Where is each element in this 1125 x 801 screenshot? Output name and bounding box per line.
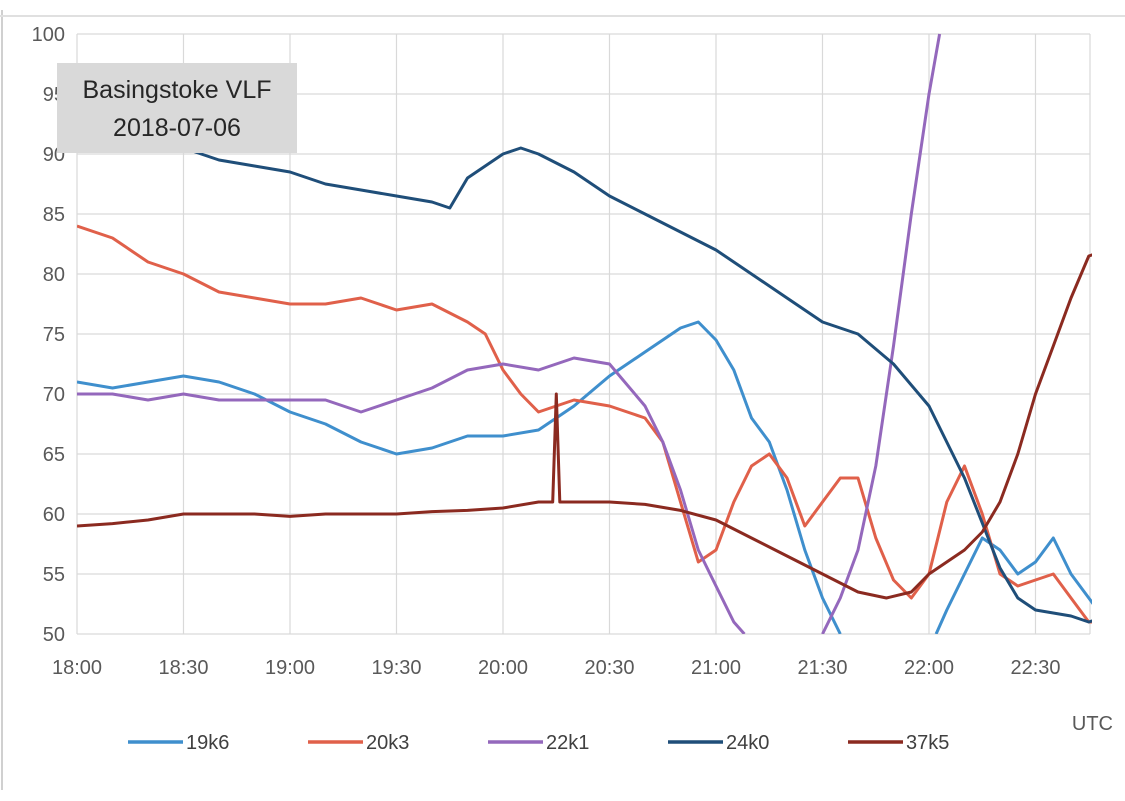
legend-label: 24k0 bbox=[726, 732, 769, 754]
y-tick-label: 65 bbox=[43, 444, 65, 466]
chart-title-line-1: Basingstoke VLF bbox=[83, 76, 272, 104]
legend-item-37k5: 37k5 bbox=[848, 732, 949, 754]
series-line-22k1-part-2 bbox=[821, 33, 942, 634]
x-tick-label: 20:00 bbox=[478, 657, 528, 679]
x-tick-label: 19:30 bbox=[371, 657, 421, 679]
x-tick-label: 18:30 bbox=[158, 657, 208, 679]
x-axis-ticks: 18:00 18:30 19:00 19:30 20:00 20:30 21:00 21:30… bbox=[52, 657, 1061, 679]
x-tick-label: 20:30 bbox=[584, 657, 634, 679]
series-line-37k5 bbox=[77, 253, 1092, 600]
y-tick-label: 75 bbox=[43, 324, 65, 346]
y-tick-label: 80 bbox=[43, 264, 65, 286]
legend: 19k6 20k3 22k1 24k0 37k5 bbox=[128, 732, 949, 754]
x-tick-label: 22:30 bbox=[1010, 657, 1060, 679]
x-tick-label: 19:00 bbox=[265, 657, 315, 679]
legend-item-19k6: 19k6 bbox=[128, 732, 229, 754]
y-tick-label: 50 bbox=[43, 624, 65, 646]
chart-title-line-2: 2018-07-06 bbox=[113, 114, 241, 142]
x-tick-label: 18:00 bbox=[52, 657, 102, 679]
legend-label: 19k6 bbox=[186, 732, 229, 754]
x-tick-label: 22:00 bbox=[904, 657, 954, 679]
series-line-19k6 bbox=[77, 320, 842, 634]
y-tick-label: 85 bbox=[43, 204, 65, 226]
series-line-22k1 bbox=[77, 356, 746, 634]
series-line-24k0 bbox=[112, 140, 1092, 624]
series-lines bbox=[77, 33, 1092, 634]
y-tick-label: 70 bbox=[43, 384, 65, 406]
legend-item-24k0: 24k0 bbox=[668, 732, 769, 754]
x-axis-label: UTC bbox=[1072, 713, 1113, 735]
title-box-background bbox=[57, 63, 297, 153]
x-tick-label: 21:30 bbox=[797, 657, 847, 679]
legend-item-22k1: 22k1 bbox=[488, 732, 589, 754]
series-line-19k6-part-2 bbox=[934, 536, 1092, 634]
legend-label: 22k1 bbox=[546, 732, 589, 754]
title-box: Basingstoke VLF 2018-07-06 bbox=[57, 63, 297, 153]
legend-label: 20k3 bbox=[366, 732, 409, 754]
y-tick-label: 55 bbox=[43, 564, 65, 586]
x-tick-label: 21:00 bbox=[691, 657, 741, 679]
legend-item-20k3: 20k3 bbox=[308, 732, 409, 754]
y-tick-label: 60 bbox=[43, 504, 65, 526]
y-tick-label: 100 bbox=[32, 24, 65, 46]
legend-label: 37k5 bbox=[906, 732, 949, 754]
